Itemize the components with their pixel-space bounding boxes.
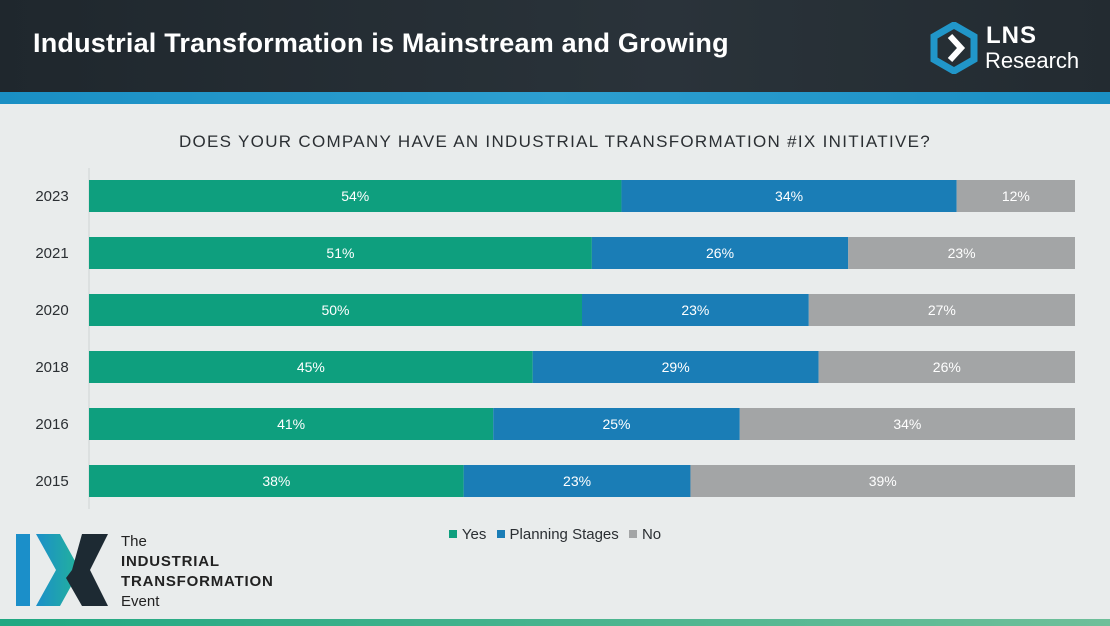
bar-segment-planning-stages [582, 294, 809, 326]
header-bar: Industrial Transformation is Mainstream … [0, 0, 1110, 92]
data-label: 23% [681, 302, 709, 318]
bar-segment-planning-stages [591, 237, 849, 269]
bar-segment-no [956, 180, 1075, 212]
lns-research-logo: LNS Research [928, 20, 1098, 76]
data-label: 23% [563, 473, 591, 489]
lns-hexagon-icon [930, 20, 978, 76]
data-label: 25% [602, 416, 630, 432]
y-tick-label: 2023 [35, 188, 68, 205]
legend-swatch-planning [496, 530, 505, 538]
bar-segment-planning-stages [493, 408, 740, 440]
bar-segment-planning-stages [621, 180, 957, 212]
bar-segment-yes [89, 180, 622, 212]
legend-label-no: No [641, 526, 662, 543]
logo-text-lns: LNS [986, 22, 1037, 49]
logo-text-research: Research [985, 48, 1080, 73]
bar-segment-no [808, 294, 1075, 326]
data-label: 27% [928, 302, 956, 318]
data-label: 26% [933, 359, 961, 375]
data-label: 34% [775, 188, 803, 204]
y-tick-label: 2021 [35, 245, 68, 262]
chart-legend: Yes Planning Stages No [0, 526, 1110, 543]
ix-text-transformation: TRANSFORMATION [121, 573, 274, 590]
bar-segment-yes [89, 351, 533, 383]
y-tick-label: 2020 [35, 302, 68, 319]
bar-segment-no [818, 351, 1075, 383]
ix-text-industrial: INDUSTRIAL [121, 553, 220, 570]
data-label: 12% [1002, 188, 1030, 204]
bar-segment-yes [89, 465, 464, 497]
data-label: 29% [662, 359, 690, 375]
data-label: 26% [706, 245, 734, 261]
bar-segment-planning-stages [532, 351, 819, 383]
y-tick-label: 2015 [35, 473, 68, 490]
data-label: 34% [893, 416, 921, 432]
data-label: 54% [341, 188, 369, 204]
page-title: Industrial Transformation is Mainstream … [33, 28, 729, 58]
ix-logo-icon [16, 534, 108, 606]
chart-title: DOES YOUR COMPANY HAVE AN INDUSTRIAL TRA… [178, 132, 932, 151]
legend-label-yes: Yes [461, 526, 487, 543]
legend-swatch-yes [448, 530, 457, 538]
data-label: 23% [948, 245, 976, 261]
bar-segment-planning-stages [463, 465, 691, 497]
y-tick-label: 2018 [35, 359, 68, 376]
accent-bar [0, 92, 1110, 104]
data-label: 45% [297, 359, 325, 375]
legend-swatch-no [628, 530, 637, 538]
data-label: 41% [277, 416, 305, 432]
ix-text-event: Event [121, 593, 160, 610]
legend-item-no: No [628, 526, 662, 543]
ix-text-the: The [121, 533, 147, 550]
data-label: 39% [869, 473, 897, 489]
legend-item-planning: Planning Stages [496, 526, 619, 543]
data-label: 50% [321, 302, 349, 318]
bar-segment-yes [89, 294, 582, 326]
bar-segment-yes [89, 237, 592, 269]
ix-event-logo: The INDUSTRIAL TRANSFORMATION Event [16, 532, 296, 612]
bar-segment-no [848, 237, 1075, 269]
bar-segment-yes [89, 408, 494, 440]
y-tick-label: 2016 [35, 416, 68, 433]
data-label: 51% [326, 245, 354, 261]
legend-item-yes: Yes [448, 526, 487, 543]
bottom-accent-strip [0, 619, 1110, 626]
ix-event-text: The INDUSTRIAL TRANSFORMATION Event [121, 532, 274, 612]
bar-segment-no [739, 408, 1075, 440]
data-label: 38% [262, 473, 290, 489]
bar-segment-no [690, 465, 1075, 497]
legend-label-planning: Planning Stages [509, 526, 619, 543]
